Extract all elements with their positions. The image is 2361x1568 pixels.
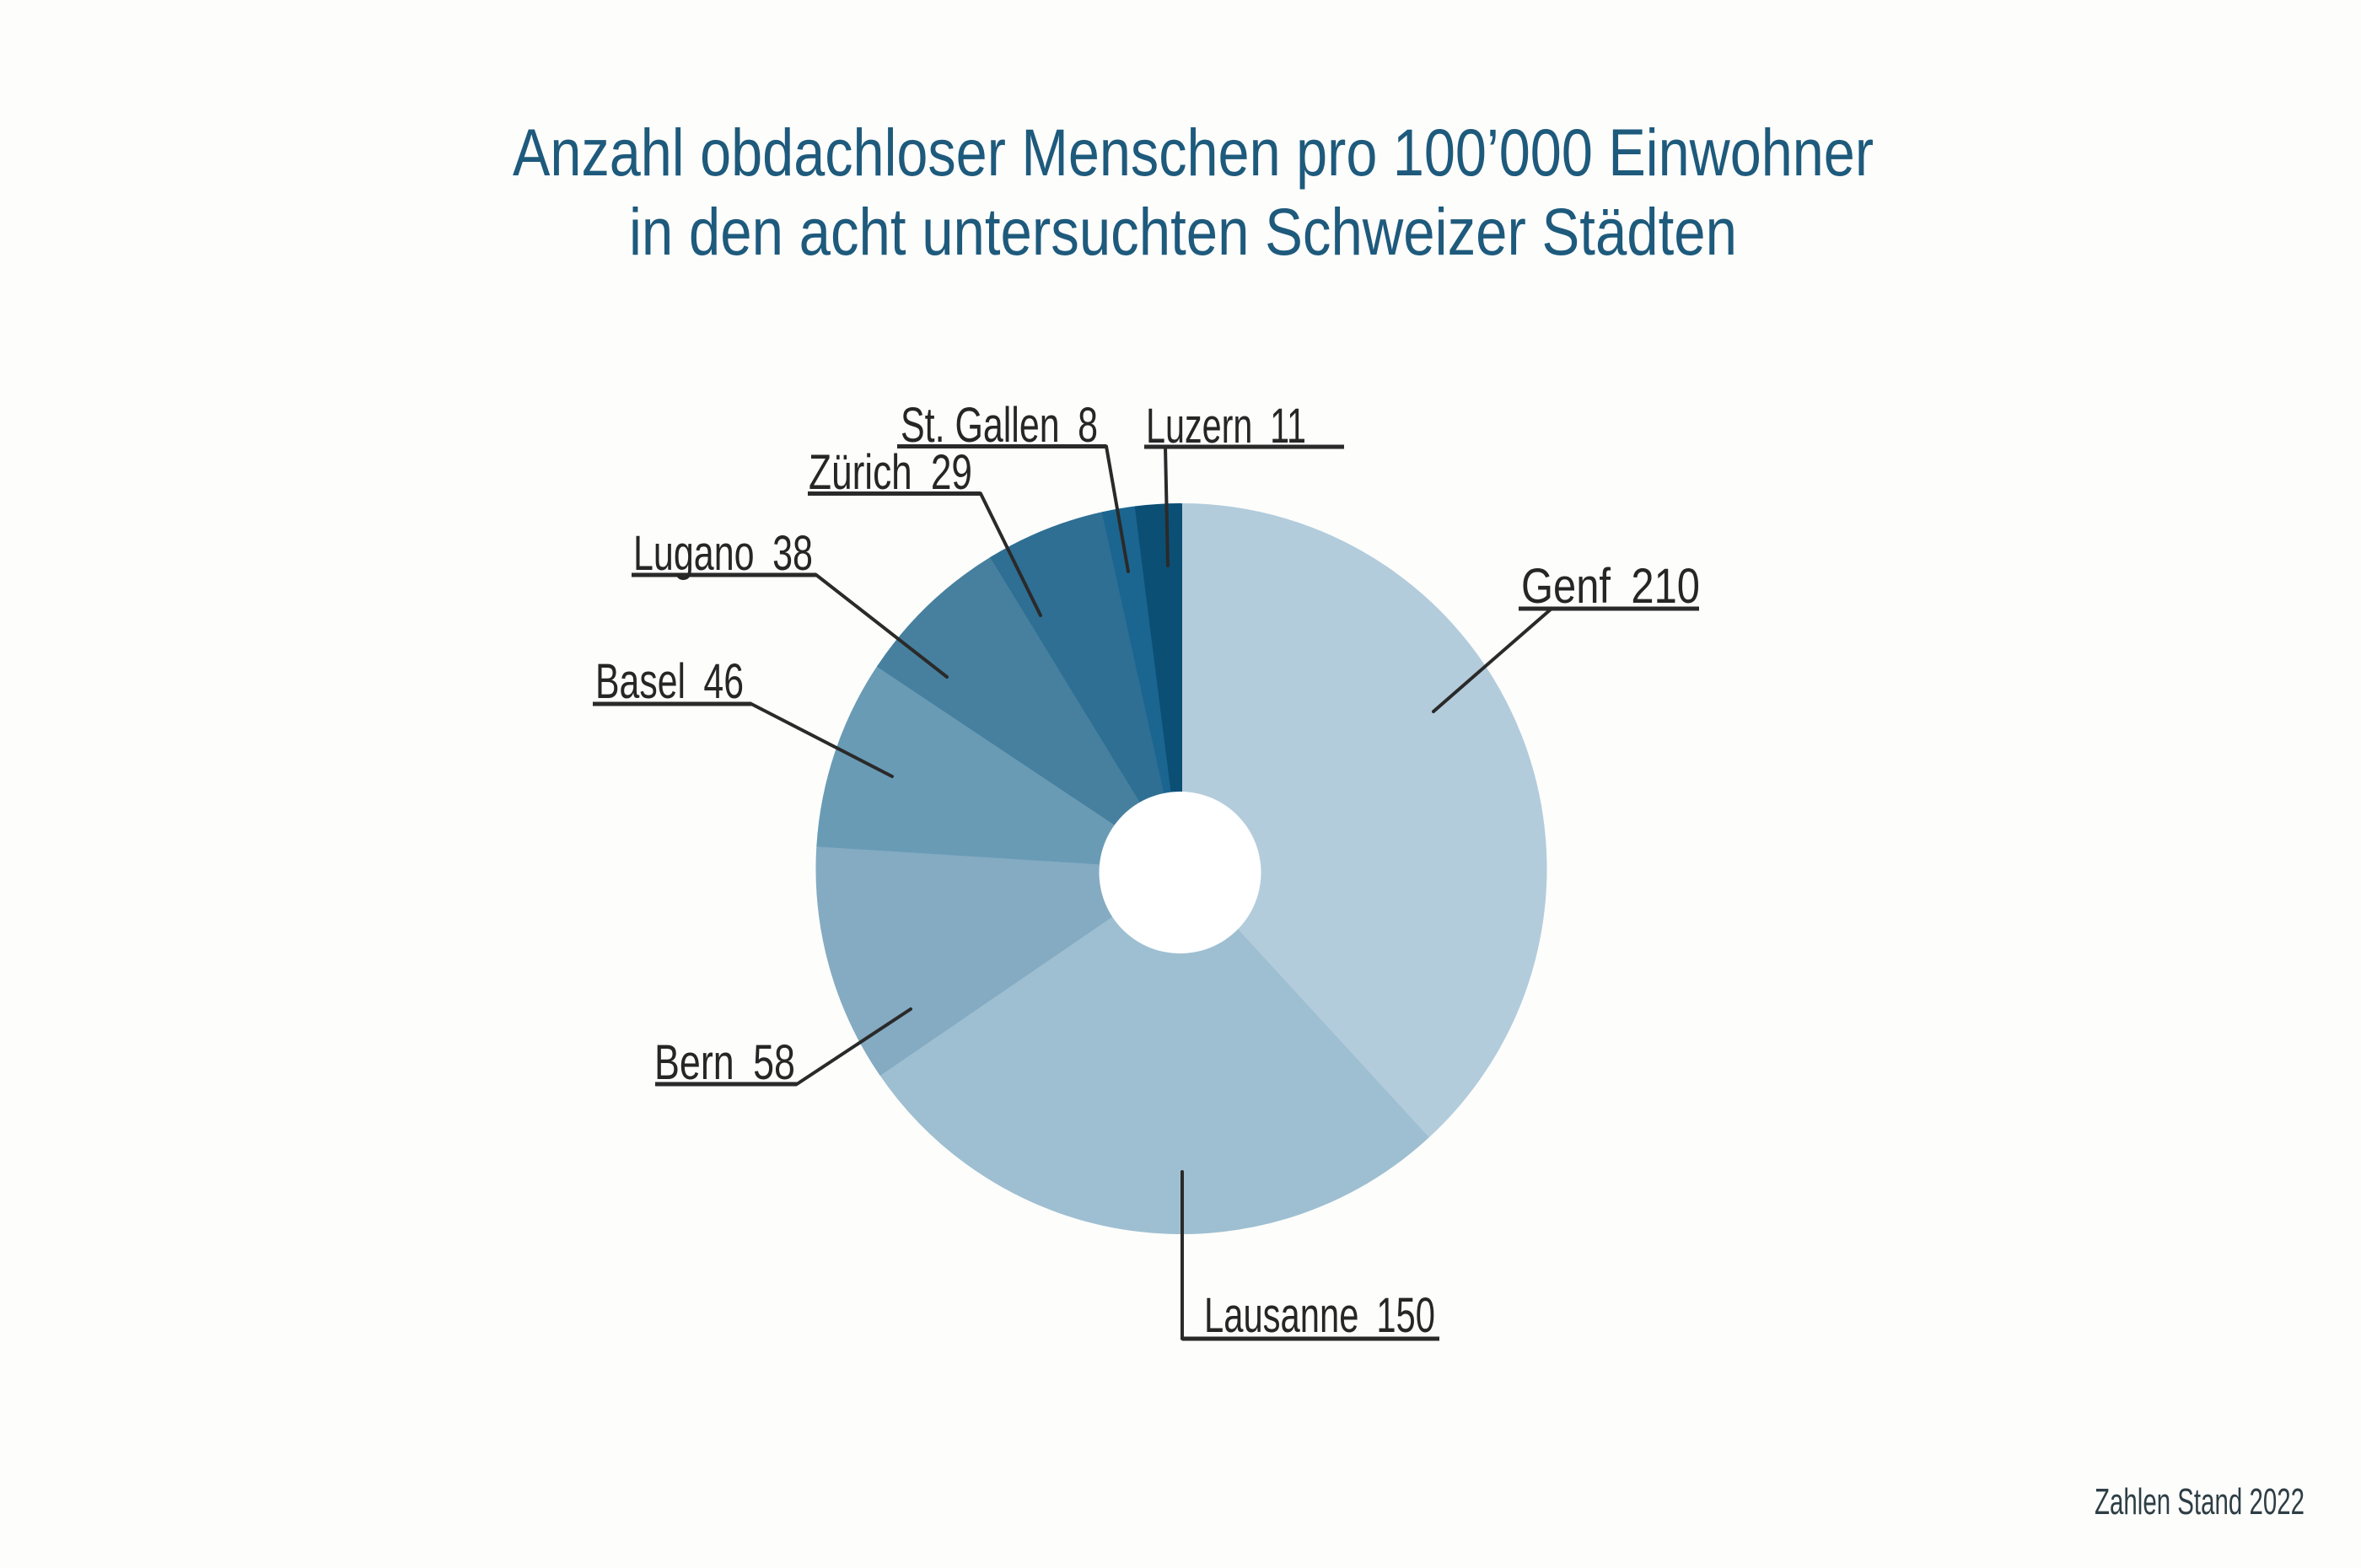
svg-text:Genf 210: Genf 210: [1521, 559, 1700, 614]
svg-text:Anzahl obdachloser Menschen pr: Anzahl obdachloser Menschen pro 100’000 …: [513, 115, 1874, 190]
svg-text:Lausanne 150: Lausanne 150: [1204, 1288, 1435, 1343]
svg-text:Zürich 29: Zürich 29: [809, 445, 972, 500]
svg-text:in den acht untersuchten Schwe: in den acht untersuchten Schweizer Städt…: [629, 194, 1737, 269]
svg-text:Basel 46: Basel 46: [595, 654, 744, 709]
svg-text:Zahlen Stand 2022: Zahlen Stand 2022: [2095, 1481, 2305, 1522]
svg-text:Luzern 11: Luzern 11: [1146, 399, 1306, 454]
svg-text:St. Gallen 8: St. Gallen 8: [901, 398, 1098, 453]
svg-text:Lugano 38: Lugano 38: [633, 526, 813, 581]
svg-text:Bern 58: Bern 58: [654, 1035, 795, 1090]
